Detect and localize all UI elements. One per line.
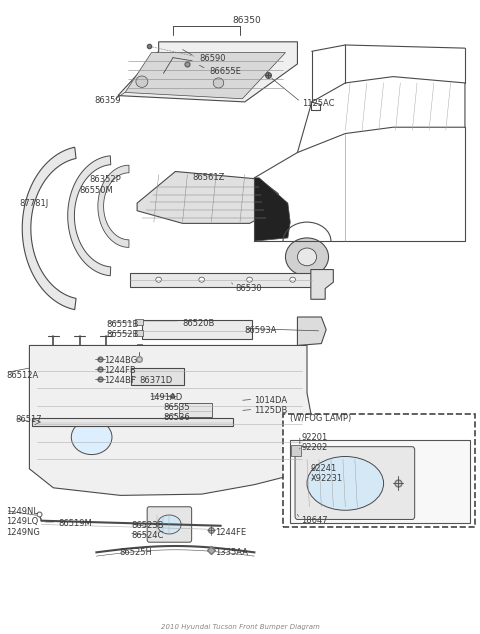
Text: 86519M: 86519M [58, 519, 92, 527]
Polygon shape [311, 269, 333, 299]
Polygon shape [29, 346, 343, 495]
Polygon shape [125, 53, 286, 99]
Text: (W/FOG LAMP): (W/FOG LAMP) [290, 414, 351, 423]
Polygon shape [254, 178, 290, 241]
Ellipse shape [72, 420, 112, 455]
Text: 1244BG: 1244BG [104, 356, 137, 365]
Text: 1014DA: 1014DA [254, 396, 288, 405]
Text: 1244BF: 1244BF [104, 376, 135, 385]
Polygon shape [137, 172, 278, 223]
Polygon shape [22, 147, 76, 309]
Text: 86520B: 86520B [182, 319, 215, 328]
Ellipse shape [136, 76, 148, 87]
Text: 1249LQ: 1249LQ [6, 517, 39, 526]
Text: 1335AA: 1335AA [215, 548, 248, 557]
Text: 86512A: 86512A [6, 371, 39, 380]
Text: 1244FB: 1244FB [104, 366, 135, 375]
Bar [135, 319, 144, 325]
FancyBboxPatch shape [283, 415, 475, 527]
Ellipse shape [157, 515, 181, 534]
Ellipse shape [199, 277, 204, 282]
Text: 92202: 92202 [301, 443, 327, 452]
Text: 86350: 86350 [233, 16, 262, 25]
Text: 1125AC: 1125AC [302, 99, 335, 108]
Polygon shape [98, 165, 129, 247]
Text: 92241: 92241 [311, 464, 337, 474]
Text: 86523B: 86523B [131, 521, 163, 530]
Ellipse shape [247, 277, 252, 282]
Text: 92201: 92201 [301, 432, 327, 442]
Text: X92231: X92231 [311, 474, 343, 484]
FancyBboxPatch shape [295, 447, 415, 519]
Polygon shape [130, 273, 312, 287]
Text: 1125DB: 1125DB [254, 406, 288, 415]
Text: 86550M: 86550M [80, 186, 113, 195]
Ellipse shape [286, 238, 328, 276]
Bar [142, 320, 252, 339]
Text: 86524C: 86524C [131, 531, 163, 540]
Text: 86590: 86590 [199, 55, 226, 63]
Text: 86352P: 86352P [89, 174, 121, 184]
Ellipse shape [307, 456, 384, 510]
Text: 86530: 86530 [235, 284, 262, 293]
Text: 86561Z: 86561Z [192, 173, 225, 183]
Text: 1244FE: 1244FE [215, 527, 246, 536]
Polygon shape [68, 156, 111, 276]
FancyBboxPatch shape [147, 507, 192, 542]
Text: 1491AD: 1491AD [149, 394, 182, 403]
Polygon shape [118, 42, 298, 102]
Text: 86536: 86536 [163, 413, 190, 422]
Text: 1249NG: 1249NG [6, 527, 40, 536]
Text: 86535: 86535 [163, 403, 190, 412]
Bar [135, 330, 144, 336]
Polygon shape [137, 344, 142, 352]
Text: 18647: 18647 [301, 516, 328, 525]
Text: 2010 Hyundai Tucson Front Bumper Diagram: 2010 Hyundai Tucson Front Bumper Diagram [161, 624, 319, 630]
Bar [32, 418, 233, 426]
Ellipse shape [298, 248, 317, 266]
Text: 86655E: 86655E [209, 67, 241, 76]
Text: 86371D: 86371D [140, 376, 173, 385]
Ellipse shape [290, 277, 296, 282]
Polygon shape [298, 317, 326, 346]
Ellipse shape [156, 277, 161, 282]
Text: 86359: 86359 [94, 96, 120, 105]
Text: 1249NL: 1249NL [6, 507, 38, 516]
Text: 86552B: 86552B [106, 330, 138, 339]
FancyBboxPatch shape [290, 441, 470, 522]
Text: 86525H: 86525H [120, 548, 152, 557]
Bar [179, 403, 212, 417]
Bar [291, 445, 301, 456]
Text: 86593A: 86593A [245, 327, 277, 335]
Text: 86551B: 86551B [106, 320, 138, 329]
Ellipse shape [213, 78, 224, 88]
Bar [131, 368, 183, 385]
Text: 86517: 86517 [15, 415, 42, 424]
Text: 87781J: 87781J [20, 198, 49, 207]
